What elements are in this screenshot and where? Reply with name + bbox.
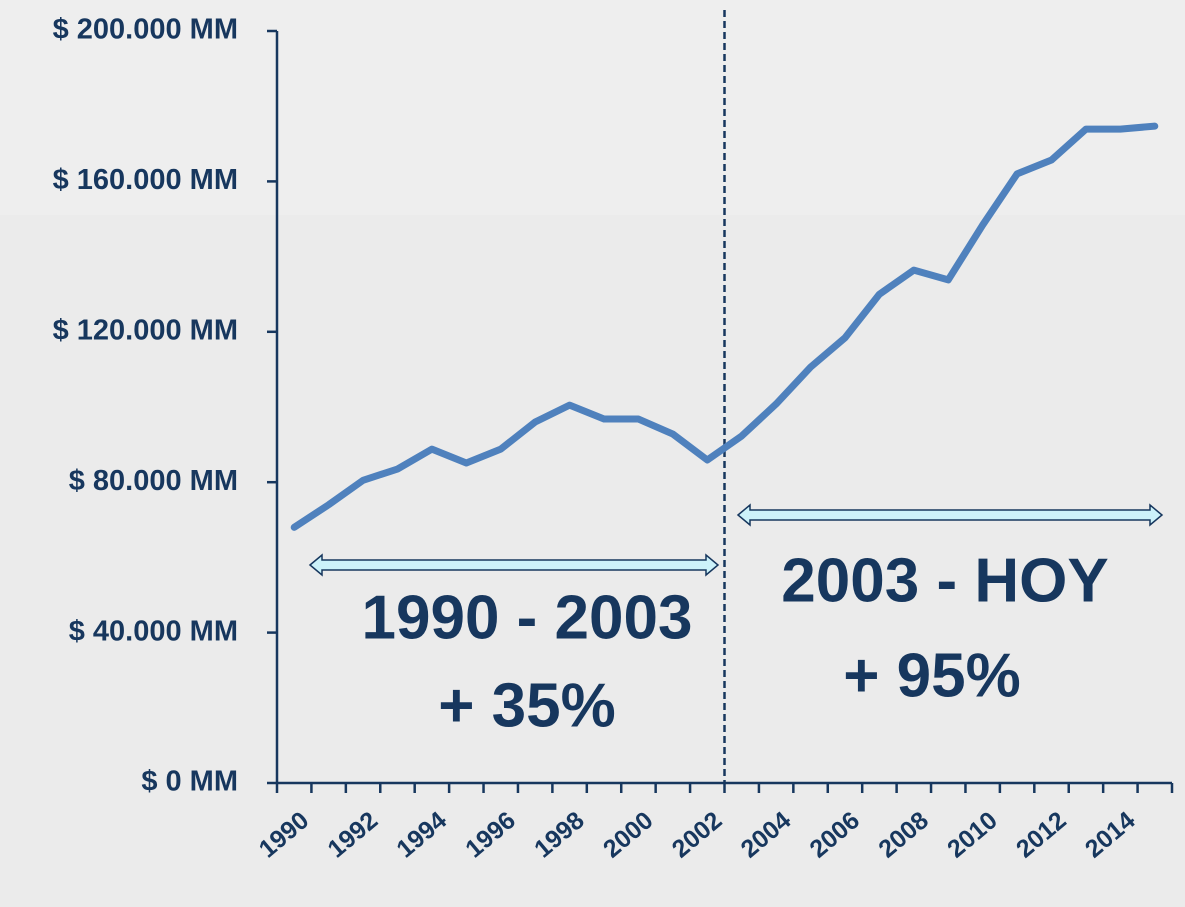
x-tick-label: 1996 [460, 806, 521, 863]
period-arrow [736, 503, 1164, 527]
x-tick-label: 2000 [598, 806, 659, 863]
y-tick-label: $ 120.000 MM [53, 314, 238, 346]
y-tick-label: $ 200.000 MM [53, 14, 238, 46]
x-tick-label: 2002 [667, 806, 728, 863]
y-tick-label: $ 80.000 MM [69, 465, 238, 497]
x-tick-label: 1998 [529, 806, 590, 863]
x-tick-label: 1990 [254, 806, 315, 863]
x-tick-label: 2004 [736, 806, 797, 863]
x-tick-label: 2008 [873, 806, 934, 863]
x-tick-label: 2006 [804, 806, 865, 863]
x-tick-label: 2012 [1011, 806, 1072, 863]
y-tick-label: $ 40.000 MM [69, 615, 238, 647]
annotation: + 95% [843, 641, 1021, 710]
y-tick-label: $ 160.000 MM [53, 164, 238, 196]
annotation: 2003 - HOY [781, 546, 1108, 615]
annotation: + 35% [438, 671, 616, 740]
line [290, 122, 1159, 531]
period-arrow [308, 553, 720, 577]
x-tick-label: 1992 [323, 806, 384, 863]
x-tick-label: 2010 [942, 806, 1003, 863]
x-tick-label: 2014 [1080, 806, 1141, 863]
background-band [0, 0, 1185, 215]
y-tick-label: $ 0 MM [141, 766, 238, 798]
x-tick-label: 1994 [391, 806, 452, 863]
annotation: 1990 - 2003 [362, 583, 693, 652]
